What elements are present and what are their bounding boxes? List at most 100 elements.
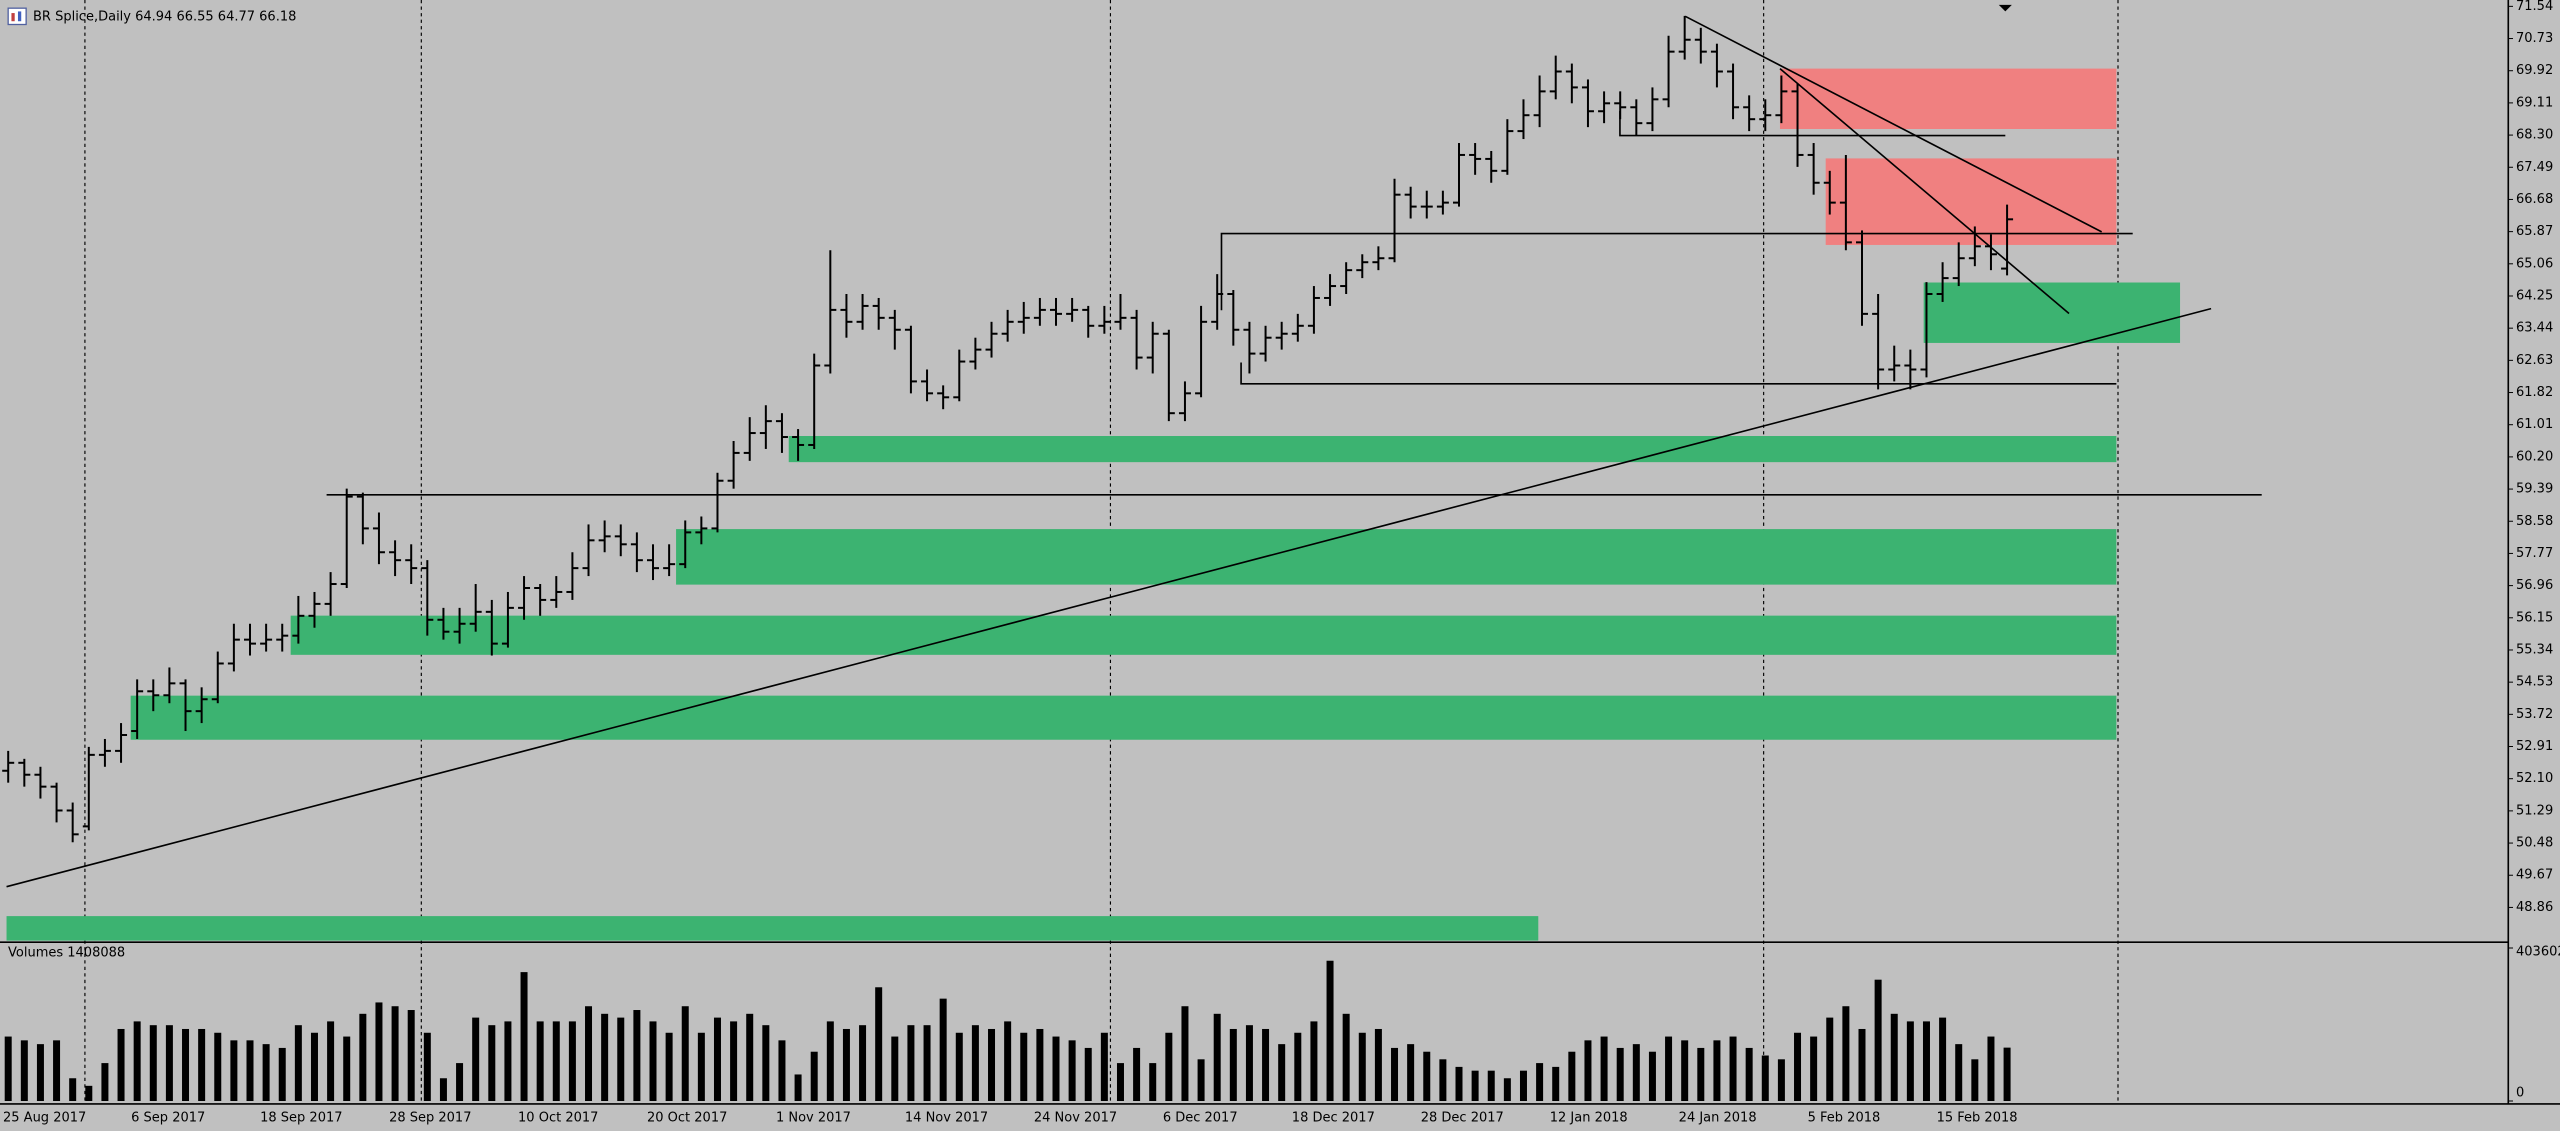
volume-bar — [1213, 1013, 1221, 1101]
y-tick-label: 48.86 — [2516, 900, 2553, 915]
y-tick-label: 50.48 — [2516, 836, 2553, 851]
volume-bar — [472, 1017, 480, 1101]
volume-bar — [1794, 1032, 1802, 1101]
price-bars — [2, 15, 2014, 843]
volume-bar — [681, 1006, 689, 1101]
x-tick-label: 28 Dec 2017 — [1421, 1111, 1504, 1126]
volume-bar — [294, 1025, 302, 1101]
volume-label: Volumes 1408088 — [8, 946, 125, 961]
volume-bar — [697, 1032, 705, 1101]
volume-bar — [1568, 1051, 1576, 1101]
y-tick-label: 62.63 — [2516, 353, 2553, 368]
volume-bar — [2003, 1047, 2011, 1101]
volume-bar — [1358, 1032, 1366, 1101]
volume-bar — [955, 1032, 963, 1101]
volume-bar — [810, 1051, 818, 1101]
volume-bar — [891, 1036, 899, 1101]
volume-bar — [601, 1013, 609, 1101]
x-tick-label: 1 Nov 2017 — [776, 1111, 851, 1126]
volume-bar — [713, 1017, 721, 1101]
y-tick-label: 51.29 — [2516, 803, 2553, 818]
y-tick-label: 58.58 — [2516, 514, 2553, 529]
volume-bar — [1149, 1063, 1157, 1101]
x-tick-label: 18 Dec 2017 — [1292, 1111, 1375, 1126]
volume-tick-label: 4036028 — [2516, 945, 2560, 960]
volume-bar — [1939, 1017, 1947, 1101]
y-tick-label: 57.77 — [2516, 546, 2553, 561]
volume-bar — [101, 1063, 109, 1101]
volume-bar — [1181, 1006, 1189, 1101]
volume-bar — [1922, 1021, 1930, 1101]
volume-bar — [1245, 1025, 1253, 1101]
volume-bar — [1681, 1040, 1689, 1101]
y-tick-label: 63.44 — [2516, 321, 2553, 336]
volume-bar — [488, 1025, 496, 1101]
volume-bar — [1116, 1063, 1124, 1101]
volume-bar — [907, 1025, 915, 1101]
volume-bar — [1439, 1059, 1447, 1101]
volume-bar — [20, 1040, 28, 1101]
volume-bar — [1084, 1047, 1092, 1101]
volume-bar — [214, 1032, 222, 1101]
x-tick-label: 14 Nov 2017 — [905, 1111, 988, 1126]
volume-bar — [327, 1021, 335, 1101]
y-tick-label: 65.06 — [2516, 256, 2553, 271]
y-tick-label: 54.53 — [2516, 675, 2553, 690]
x-tick-label: 6 Dec 2017 — [1163, 1111, 1238, 1126]
x-tick-label: 10 Oct 2017 — [518, 1111, 598, 1126]
x-tick-label: 24 Jan 2018 — [1679, 1111, 1757, 1126]
volume-bar — [343, 1036, 351, 1101]
y-tick-label: 61.82 — [2516, 385, 2553, 400]
volume-bar — [665, 1032, 673, 1101]
volume-bar — [1133, 1047, 1141, 1101]
volume-bar — [762, 1025, 770, 1101]
volume-bar — [246, 1040, 254, 1101]
x-tick-label: 12 Jan 2018 — [1550, 1111, 1628, 1126]
volume-bar — [1987, 1036, 1995, 1101]
volume-bar — [85, 1085, 93, 1101]
x-tick-label: 18 Sep 2017 — [260, 1111, 342, 1126]
y-tick-label: 49.67 — [2516, 868, 2553, 883]
volume-bar — [1294, 1032, 1302, 1101]
y-tick-label: 71.54 — [2516, 0, 2553, 14]
y-tick-label: 68.30 — [2516, 128, 2553, 143]
y-tick-label: 56.96 — [2516, 578, 2553, 593]
volume-bar — [198, 1028, 206, 1101]
volume-bar — [633, 1010, 641, 1101]
volume-bar — [1536, 1063, 1544, 1101]
volume-bar — [1455, 1066, 1463, 1101]
volume-bar — [278, 1047, 286, 1101]
volume-bar — [1713, 1040, 1721, 1101]
volume-bar — [359, 1013, 367, 1101]
volume-bar — [1036, 1028, 1044, 1101]
x-tick-label: 20 Oct 2017 — [647, 1111, 727, 1126]
volume-bar — [1874, 979, 1882, 1101]
y-tick-label: 52.91 — [2516, 739, 2553, 754]
volume-bar — [939, 998, 947, 1101]
volume-bar — [1374, 1028, 1382, 1101]
volume-bar — [1955, 1044, 1963, 1101]
volume-bar — [1487, 1070, 1495, 1101]
y-tick-label: 69.92 — [2516, 63, 2553, 78]
volume-bar — [1052, 1036, 1060, 1101]
volume-bar — [1890, 1013, 1898, 1101]
volume-bar — [375, 1002, 383, 1101]
x-tick-label: 5 Feb 2018 — [1808, 1111, 1881, 1126]
volume-bar — [1342, 1013, 1350, 1101]
volume-bar — [407, 1010, 415, 1101]
volume-bar — [1503, 1078, 1511, 1101]
trend-lines — [0, 0, 2560, 1105]
volume-bar — [1471, 1070, 1479, 1101]
volume-bar — [794, 1074, 802, 1101]
volume-bar — [1616, 1047, 1624, 1101]
volume-bar — [4, 1036, 12, 1101]
volume-bar — [133, 1021, 141, 1101]
volume-bar — [520, 972, 528, 1101]
volume-bar — [1519, 1070, 1527, 1101]
volume-bar — [1310, 1021, 1318, 1101]
volume-bar — [585, 1006, 593, 1101]
volume-bar — [182, 1028, 190, 1101]
y-tick-label: 53.72 — [2516, 707, 2553, 722]
y-tick-label: 64.25 — [2516, 288, 2553, 303]
x-tick-label: 15 Feb 2018 — [1937, 1111, 2018, 1126]
